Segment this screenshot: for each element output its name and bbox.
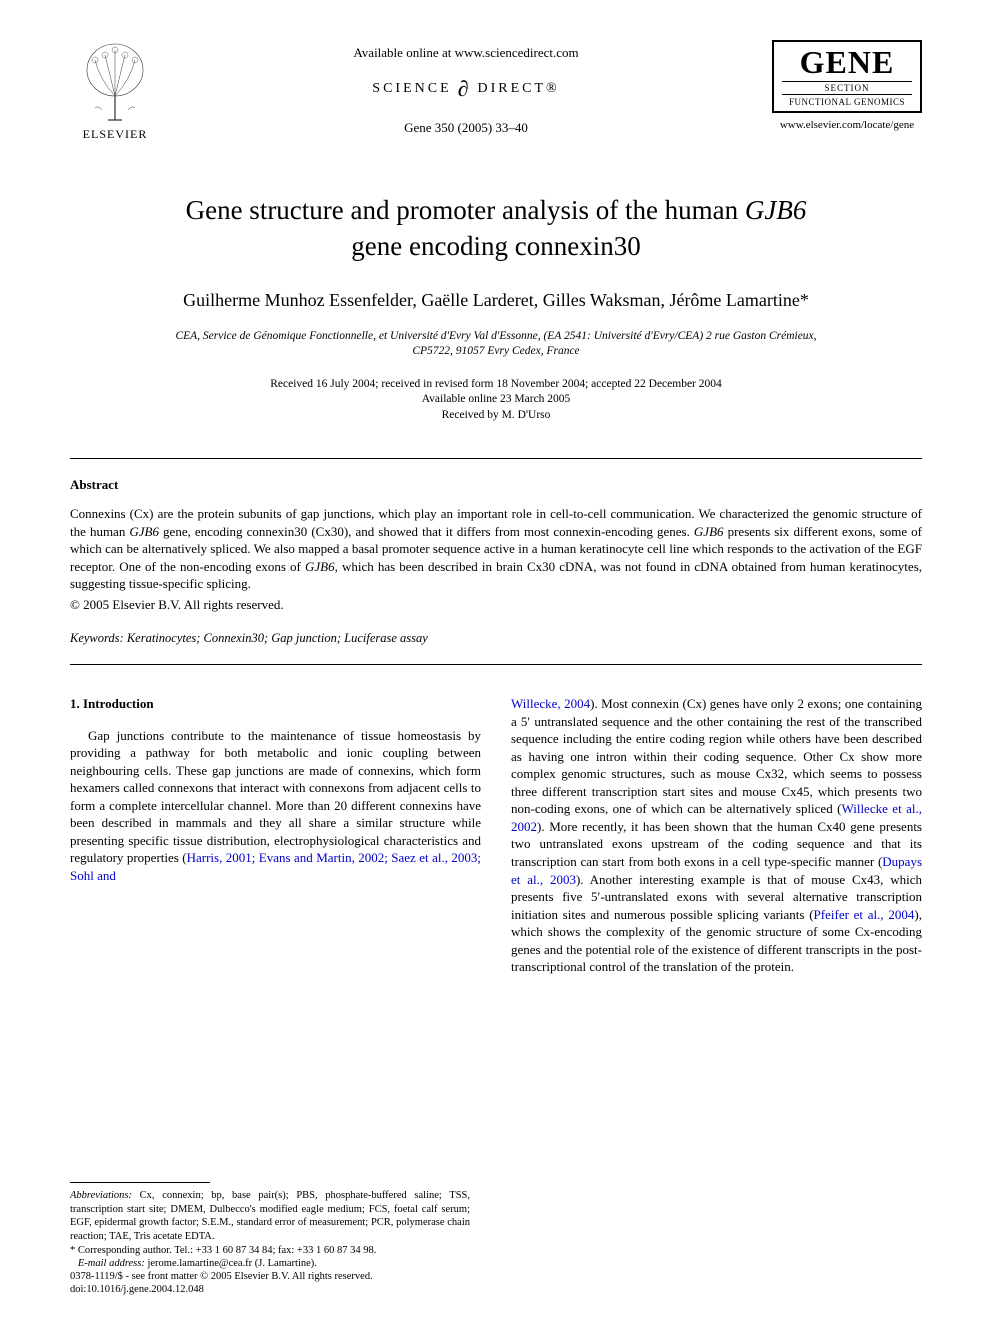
intro-right-text2: ). More recently, it has been shown that… xyxy=(511,819,922,869)
gene-logo-box: GENE SECTION FUNCTIONAL GENOMICS xyxy=(772,40,922,113)
science-direct-logo: SCIENCE ∂ DIRECT® xyxy=(372,76,559,102)
authors-line: Guilherme Munhoz Essenfelder, Gaëlle Lar… xyxy=(70,290,922,311)
science-direct-swirl-icon: ∂ xyxy=(458,76,472,102)
left-column: 1. Introduction Gap junctions contribute… xyxy=(70,695,481,976)
science-direct-left: SCIENCE xyxy=(372,81,451,97)
corresponding-author-footnote: * Corresponding author. Tel.: +33 1 60 8… xyxy=(70,1244,470,1258)
article-title: Gene structure and promoter analysis of … xyxy=(70,192,922,265)
elsevier-logo: ELSEVIER xyxy=(70,40,160,142)
article-dates: Received 16 July 2004; received in revis… xyxy=(70,377,922,424)
footnotes: Abbreviations: Cx, connexin; bp, base pa… xyxy=(70,1182,470,1271)
gene-logo-subtitle: FUNCTIONAL GENOMICS xyxy=(782,97,912,107)
abstract-heading: Abstract xyxy=(70,477,922,493)
abstract-text: Connexins (Cx) are the protein subunits … xyxy=(70,505,922,593)
dates-line1: Received 16 July 2004; received in revis… xyxy=(270,378,722,390)
journal-logo: GENE SECTION FUNCTIONAL GENOMICS www.els… xyxy=(772,40,922,131)
abbrev-label: Abbreviations: xyxy=(70,1190,132,1201)
abstract-text-span: gene, encoding connexin30 (Cx30), and sh… xyxy=(159,524,694,539)
bottom-matter: 0378-1119/$ - see front matter © 2005 El… xyxy=(70,1270,373,1297)
abstract-italic-span: GJB6 xyxy=(694,524,724,539)
citation-link-5[interactable]: Pfeifer et al., 2004 xyxy=(814,907,915,922)
citation-link-2[interactable]: Willecke, 2004 xyxy=(511,696,590,711)
title-line2: gene encoding connexin30 xyxy=(351,231,640,261)
available-online-text: Available online at www.sciencedirect.co… xyxy=(160,45,772,61)
keywords-label: Keywords: xyxy=(70,631,124,645)
gene-logo-section: SECTION xyxy=(782,81,912,95)
affiliation-line2: CP5722, 91057 Evry Cedex, France xyxy=(412,345,579,357)
email-value: jerome.lamartine@cea.fr (J. Lamartine). xyxy=(145,1258,317,1269)
center-header: Available online at www.sciencedirect.co… xyxy=(160,40,772,136)
abstract-section: Abstract Connexins (Cx) are the protein … xyxy=(70,477,922,613)
abstract-italic-span: GJB6 xyxy=(305,559,335,574)
dates-line2: Available online 23 March 2005 xyxy=(422,393,571,405)
intro-right-text1: ). Most connexin (Cx) genes have only 2 … xyxy=(511,696,922,816)
footnote-divider xyxy=(70,1182,210,1183)
journal-url: www.elsevier.com/locate/gene xyxy=(772,119,922,131)
citation-text: Gene 350 (2005) 33–40 xyxy=(160,120,772,136)
body-columns: 1. Introduction Gap junctions contribute… xyxy=(70,695,922,976)
gene-logo-title: GENE xyxy=(782,46,912,78)
abbreviations-footnote: Abbreviations: Cx, connexin; bp, base pa… xyxy=(70,1189,470,1244)
title-part1: Gene structure and promoter analysis of … xyxy=(186,195,745,225)
keywords-text: Keratinocytes; Connexin30; Gap junction;… xyxy=(124,631,428,645)
divider-top xyxy=(70,458,922,459)
intro-left-text: Gap junctions contribute to the maintena… xyxy=(70,728,481,866)
affiliation: CEA, Service de Génomique Fonctionnelle,… xyxy=(70,329,922,359)
right-column: Willecke, 2004). Most connexin (Cx) gene… xyxy=(511,695,922,976)
intro-right-para: Willecke, 2004). Most connexin (Cx) gene… xyxy=(511,695,922,976)
title-italic: GJB6 xyxy=(745,195,806,225)
divider-bottom xyxy=(70,664,922,665)
abstract-italic-span: GJB6 xyxy=(129,524,159,539)
front-matter-line: 0378-1119/$ - see front matter © 2005 El… xyxy=(70,1271,373,1282)
doi-line: doi:10.1016/j.gene.2004.12.048 xyxy=(70,1284,204,1295)
elsevier-tree-icon xyxy=(80,40,150,125)
page-header: ELSEVIER Available online at www.science… xyxy=(70,40,922,142)
abstract-copyright: © 2005 Elsevier B.V. All rights reserved… xyxy=(70,597,922,613)
keywords-line: Keywords: Keratinocytes; Connexin30; Gap… xyxy=(70,631,922,646)
email-label: E-mail address: xyxy=(78,1258,145,1269)
dates-line3: Received by M. D'Urso xyxy=(442,409,551,421)
science-direct-right: DIRECT® xyxy=(478,81,560,97)
intro-left-para: Gap junctions contribute to the maintena… xyxy=(70,727,481,885)
affiliation-line1: CEA, Service de Génomique Fonctionnelle,… xyxy=(175,330,816,342)
elsevier-label: ELSEVIER xyxy=(83,127,148,142)
intro-heading: 1. Introduction xyxy=(70,695,481,713)
